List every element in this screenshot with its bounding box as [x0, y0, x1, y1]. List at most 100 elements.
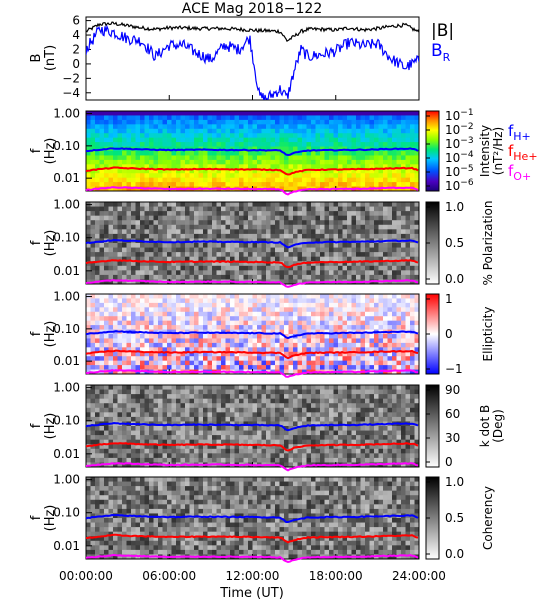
spectrogram-cell: [279, 342, 285, 348]
spectrogram-cell: [180, 119, 186, 125]
spectrogram-cell: [162, 360, 168, 366]
spectrogram-cell: [158, 220, 163, 226]
spectrogram-cell: [144, 356, 150, 361]
spectrogram-cell: [239, 394, 244, 399]
spectrogram-cell: [311, 338, 316, 344]
spectrogram-cell: [374, 256, 379, 262]
spectrogram-cell: [95, 224, 100, 230]
spectrogram-cell: [144, 133, 150, 138]
spectrogram-cell: [135, 111, 141, 116]
spectrogram-cell: [144, 338, 150, 344]
spectrogram-cell: [131, 457, 136, 463]
spectrogram-cell: [257, 389, 262, 395]
spectrogram-cell: [171, 430, 177, 436]
spectrogram-cell: [230, 389, 235, 395]
spectrogram-cell: [126, 369, 132, 375]
spectrogram-cell: [315, 416, 321, 422]
spectrogram-cell: [207, 265, 213, 271]
spectrogram-cell: [149, 398, 154, 404]
spectrogram-cell: [279, 137, 285, 143]
spectrogram-cell: [194, 133, 199, 138]
spectrogram-cell: [167, 457, 172, 463]
spectrogram-cell: [270, 360, 276, 366]
spectrogram-cell: [414, 320, 420, 326]
spectrogram-cell: [108, 265, 114, 271]
spectrogram-cell: [95, 421, 100, 427]
spectrogram-cell: [261, 215, 267, 221]
spectrogram-cell: [176, 182, 181, 187]
spectrogram-cell: [144, 365, 150, 370]
spectrogram-cell: [203, 416, 208, 422]
spectrogram-cell: [153, 252, 159, 257]
spectrogram-cell: [167, 115, 172, 121]
spectrogram-cell: [230, 119, 235, 125]
spectrogram-cell: [387, 360, 393, 366]
spectrogram-cell: [243, 325, 249, 330]
spectrogram-cell: [324, 356, 330, 361]
spectrogram-cell: [176, 347, 181, 353]
spectrogram-cell: [284, 302, 289, 308]
spectrogram-cell: [387, 202, 393, 207]
spectrogram-cell: [180, 155, 186, 161]
spectrogram-cell: [374, 338, 379, 344]
spectrogram-cell: [387, 115, 393, 121]
spectrogram-cell: [378, 168, 384, 174]
spectrogram-cell: [108, 356, 114, 361]
spectrogram-cell: [225, 164, 231, 170]
spectrogram-cell: [405, 115, 411, 121]
spectrogram-cell: [356, 261, 361, 267]
spectrogram-cell: [342, 316, 348, 321]
spectrogram-cell: [189, 325, 195, 330]
spectrogram-cell: [198, 274, 204, 280]
spectrogram-cell: [315, 307, 321, 313]
spectrogram-cell: [162, 265, 168, 271]
spectrogram-cell: [383, 261, 388, 267]
spectrogram-cell: [369, 233, 375, 239]
spectrogram-cell: [162, 453, 168, 459]
spectrogram-cell: [297, 311, 303, 317]
spectrogram-cell: [288, 385, 294, 390]
spectrogram-cell: [297, 146, 303, 152]
spectrogram-cell: [333, 247, 339, 253]
spectrogram-cell: [86, 182, 91, 187]
spectrogram-cell: [356, 164, 361, 170]
spectrogram-cell: [108, 243, 114, 248]
spectrogram-cell: [293, 119, 298, 125]
spectrogram-cell: [405, 233, 411, 239]
spectrogram-cell: [311, 347, 316, 353]
spectrogram-cell: [234, 325, 240, 330]
spectrogram-cell: [365, 298, 370, 304]
spectrogram-cell: [113, 256, 118, 262]
spectrogram-cell: [117, 430, 123, 436]
spectrogram-cell: [216, 311, 222, 317]
spectrogram-cell: [392, 186, 397, 192]
spectrogram-cell: [315, 360, 321, 366]
spectrogram-cell: [369, 265, 375, 271]
spectrogram-cell: [171, 347, 177, 353]
spectrogram-cell: [122, 338, 127, 344]
spectrogram-cell: [216, 403, 222, 409]
spectrogram-cell: [189, 220, 195, 226]
spectrogram-cell: [180, 412, 186, 418]
spectrogram-cell: [405, 182, 411, 187]
spectrogram-cell: [90, 256, 96, 262]
spectrogram-cell: [347, 338, 352, 344]
spectrogram-cell: [320, 247, 325, 253]
spectrogram-cell: [347, 155, 352, 161]
spectrogram-cell: [279, 155, 285, 161]
spectrogram-cell: [261, 252, 267, 257]
spectrogram-cell: [270, 252, 276, 257]
spectrogram-cell: [324, 159, 330, 165]
spectrogram-cell: [167, 215, 172, 221]
spectrogram-cell: [284, 462, 289, 468]
spectrogram-cell: [108, 186, 114, 192]
spectrogram-cell: [297, 462, 303, 468]
spectrogram-cell: [122, 168, 127, 174]
spectrogram-cell: [207, 233, 213, 239]
spectrogram-cell: [401, 233, 406, 239]
spectrogram-cell: [234, 342, 240, 348]
spectrogram-cell: [185, 142, 190, 147]
spectrogram-cell: [288, 252, 294, 257]
spectrogram-cell: [167, 133, 172, 138]
spectrogram-cell: [162, 302, 168, 308]
